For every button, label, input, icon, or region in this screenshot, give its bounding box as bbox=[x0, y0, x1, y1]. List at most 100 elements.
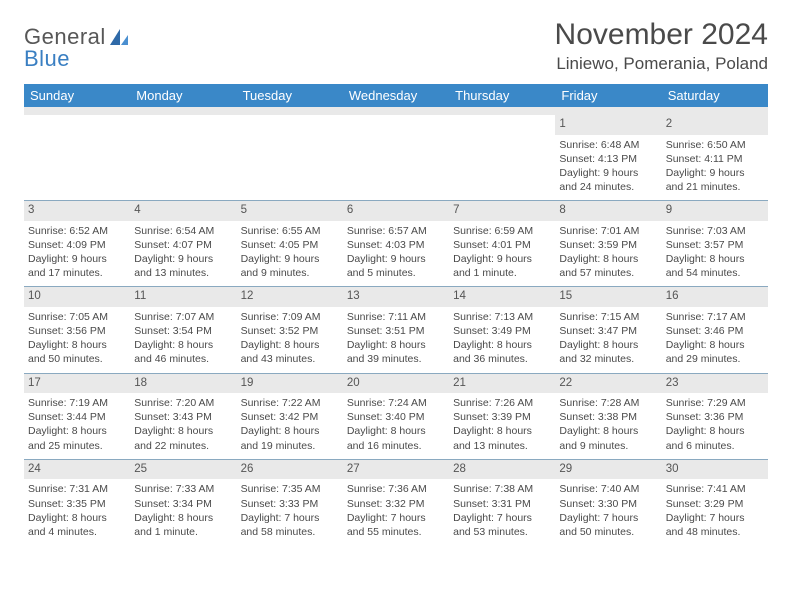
daylight1-text: Daylight: 9 hours bbox=[559, 166, 657, 180]
day-number: 29 bbox=[555, 460, 661, 480]
daylight1-text: Daylight: 8 hours bbox=[134, 338, 232, 352]
daylight1-text: Daylight: 9 hours bbox=[241, 252, 339, 266]
sunrise-text: Sunrise: 7:22 AM bbox=[241, 396, 339, 410]
day-number: 8 bbox=[555, 201, 661, 221]
daylight2-text: and 36 minutes. bbox=[453, 352, 551, 366]
day-cell: 25Sunrise: 7:33 AMSunset: 3:34 PMDayligh… bbox=[130, 459, 236, 545]
daylight1-text: Daylight: 8 hours bbox=[666, 338, 764, 352]
day-number: 15 bbox=[555, 287, 661, 307]
day-number-empty bbox=[449, 115, 555, 135]
calendar-table: SundayMondayTuesdayWednesdayThursdayFrid… bbox=[24, 84, 768, 545]
sunrise-text: Sunrise: 6:59 AM bbox=[453, 224, 551, 238]
sunrise-text: Sunrise: 6:50 AM bbox=[666, 138, 764, 152]
day-cell: 20Sunrise: 7:24 AMSunset: 3:40 PMDayligh… bbox=[343, 373, 449, 459]
daylight2-text: and 32 minutes. bbox=[559, 352, 657, 366]
daylight2-text: and 1 minute. bbox=[453, 266, 551, 280]
sunset-text: Sunset: 3:51 PM bbox=[347, 324, 445, 338]
daylight2-text: and 19 minutes. bbox=[241, 439, 339, 453]
day-number: 27 bbox=[343, 460, 449, 480]
sunset-text: Sunset: 3:46 PM bbox=[666, 324, 764, 338]
daylight1-text: Daylight: 8 hours bbox=[28, 511, 126, 525]
daylight2-text: and 22 minutes. bbox=[134, 439, 232, 453]
day-cell: 7 Sunrise: 6:59 AMSunset: 4:01 PMDaylight… bbox=[449, 201, 555, 287]
daylight2-text: and 46 minutes. bbox=[134, 352, 232, 366]
sunset-text: Sunset: 3:40 PM bbox=[347, 410, 445, 424]
sunset-text: Sunset: 3:38 PM bbox=[559, 410, 657, 424]
day-cell: 8Sunrise: 7:01 AMSunset: 3:59 PMDaylight… bbox=[555, 201, 661, 287]
day-cell: 4Sunrise: 6:54 AMSunset: 4:07 PMDaylight… bbox=[130, 201, 236, 287]
sunrise-text: Sunrise: 7:15 AM bbox=[559, 310, 657, 324]
daylight1-text: Daylight: 9 hours bbox=[453, 252, 551, 266]
sunrise-text: Sunrise: 7:03 AM bbox=[666, 224, 764, 238]
daylight1-text: Daylight: 7 hours bbox=[347, 511, 445, 525]
sunset-text: Sunset: 3:33 PM bbox=[241, 497, 339, 511]
daylight2-text: and 50 minutes. bbox=[28, 352, 126, 366]
day-cell: 16Sunrise: 7:17 AMSunset: 3:46 PMDayligh… bbox=[662, 287, 768, 373]
sunrise-text: Sunrise: 7:29 AM bbox=[666, 396, 764, 410]
daylight2-text: and 55 minutes. bbox=[347, 525, 445, 539]
daylight1-text: Daylight: 7 hours bbox=[453, 511, 551, 525]
day-cell: 15Sunrise: 7:15 AMSunset: 3:47 PMDayligh… bbox=[555, 287, 661, 373]
day-number: 17 bbox=[24, 374, 130, 394]
day-cell: 10Sunrise: 7:05 AMSunset: 3:56 PMDayligh… bbox=[24, 287, 130, 373]
sunrise-text: Sunrise: 7:35 AM bbox=[241, 482, 339, 496]
sunset-text: Sunset: 4:07 PM bbox=[134, 238, 232, 252]
weekday-row: SundayMondayTuesdayWednesdayThursdayFrid… bbox=[24, 84, 768, 107]
sunset-text: Sunset: 3:32 PM bbox=[347, 497, 445, 511]
weekday-thursday: Thursday bbox=[449, 84, 555, 107]
day-cell bbox=[343, 115, 449, 201]
day-cell: 14Sunrise: 7:13 AMSunset: 3:49 PMDayligh… bbox=[449, 287, 555, 373]
header: General November 2024 Liniewo, Pomerania… bbox=[24, 18, 768, 74]
sunrise-text: Sunrise: 7:05 AM bbox=[28, 310, 126, 324]
sunset-text: Sunset: 4:03 PM bbox=[347, 238, 445, 252]
day-number-empty bbox=[343, 115, 449, 135]
week-row: 24Sunrise: 7:31 AMSunset: 3:35 PMDayligh… bbox=[24, 459, 768, 545]
day-cell: 19Sunrise: 7:22 AMSunset: 3:42 PMDayligh… bbox=[237, 373, 343, 459]
weekday-tuesday: Tuesday bbox=[237, 84, 343, 107]
sunrise-text: Sunrise: 7:40 AM bbox=[559, 482, 657, 496]
weekday-wednesday: Wednesday bbox=[343, 84, 449, 107]
daylight2-text: and 6 minutes. bbox=[666, 439, 764, 453]
daylight2-text: and 25 minutes. bbox=[28, 439, 126, 453]
sunset-text: Sunset: 4:09 PM bbox=[28, 238, 126, 252]
sunrise-text: Sunrise: 6:54 AM bbox=[134, 224, 232, 238]
daylight1-text: Daylight: 9 hours bbox=[28, 252, 126, 266]
sunrise-text: Sunrise: 7:09 AM bbox=[241, 310, 339, 324]
day-number: 20 bbox=[343, 374, 449, 394]
day-number: 7 bbox=[449, 201, 555, 221]
sunset-text: Sunset: 3:56 PM bbox=[28, 324, 126, 338]
day-cell: 11Sunrise: 7:07 AMSunset: 3:54 PMDayligh… bbox=[130, 287, 236, 373]
daylight1-text: Daylight: 8 hours bbox=[241, 424, 339, 438]
day-number: 12 bbox=[237, 287, 343, 307]
day-number: 18 bbox=[130, 374, 236, 394]
daylight2-text: and 13 minutes. bbox=[134, 266, 232, 280]
sunset-text: Sunset: 4:11 PM bbox=[666, 152, 764, 166]
title-block: November 2024 Liniewo, Pomerania, Poland bbox=[555, 18, 768, 74]
daylight2-text: and 24 minutes. bbox=[559, 180, 657, 194]
day-number: 14 bbox=[449, 287, 555, 307]
logo-text-blue: Blue bbox=[24, 46, 70, 71]
day-number: 10 bbox=[24, 287, 130, 307]
weekday-friday: Friday bbox=[555, 84, 661, 107]
day-number: 26 bbox=[237, 460, 343, 480]
sunrise-text: Sunrise: 7:31 AM bbox=[28, 482, 126, 496]
sunset-text: Sunset: 3:54 PM bbox=[134, 324, 232, 338]
day-cell: 22Sunrise: 7:28 AMSunset: 3:38 PMDayligh… bbox=[555, 373, 661, 459]
daylight1-text: Daylight: 7 hours bbox=[666, 511, 764, 525]
weekday-saturday: Saturday bbox=[662, 84, 768, 107]
day-number: 30 bbox=[662, 460, 768, 480]
day-cell: 17Sunrise: 7:19 AMSunset: 3:44 PMDayligh… bbox=[24, 373, 130, 459]
sunset-text: Sunset: 4:01 PM bbox=[453, 238, 551, 252]
daylight1-text: Daylight: 8 hours bbox=[666, 424, 764, 438]
sunrise-text: Sunrise: 7:13 AM bbox=[453, 310, 551, 324]
day-number-empty bbox=[24, 115, 130, 135]
sunrise-text: Sunrise: 7:41 AM bbox=[666, 482, 764, 496]
day-number: 5 bbox=[237, 201, 343, 221]
daylight1-text: Daylight: 9 hours bbox=[134, 252, 232, 266]
day-number: 21 bbox=[449, 374, 555, 394]
day-number: 3 bbox=[24, 201, 130, 221]
daylight2-text: and 39 minutes. bbox=[347, 352, 445, 366]
day-number: 19 bbox=[237, 374, 343, 394]
sunrise-text: Sunrise: 7:19 AM bbox=[28, 396, 126, 410]
day-cell: 21Sunrise: 7:26 AMSunset: 3:39 PMDayligh… bbox=[449, 373, 555, 459]
